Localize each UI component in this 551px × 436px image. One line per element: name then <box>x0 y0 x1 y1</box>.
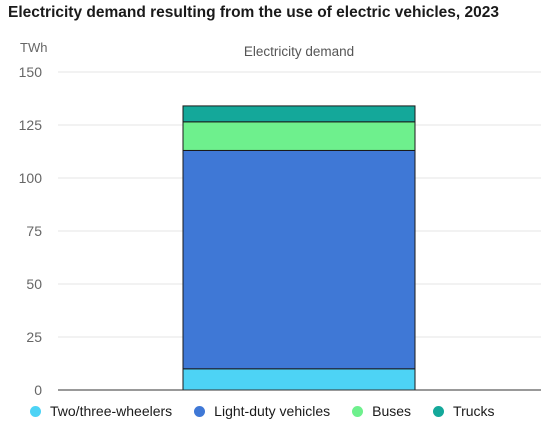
y-axis-label: TWh <box>20 40 47 55</box>
category-label: Electricity demand <box>244 44 354 59</box>
y-tick-label-125: 125 <box>19 117 43 133</box>
chart-title: Electricity demand resulting from the us… <box>8 4 500 21</box>
bar-segment-buses[interactable] <box>182 121 416 151</box>
legend-item-two-three-wheelers[interactable]: Two/three-wheelers <box>30 403 172 419</box>
y-tick-label-50: 50 <box>26 276 42 292</box>
chart-plot-area: 0 25 50 75 100 125 150 TWh Electricity demand <box>19 40 541 398</box>
y-tick-label-0: 0 <box>34 382 42 398</box>
legend-swatch-light-duty-vehicles <box>194 405 206 417</box>
bar-segment-two-three-wheelers[interactable] <box>182 368 416 391</box>
legend-swatch-buses <box>352 405 364 417</box>
y-tick-label-75: 75 <box>26 223 42 239</box>
legend-swatch-trucks <box>433 405 445 417</box>
y-tick-label-25: 25 <box>26 329 42 345</box>
bar-segment-light-duty-vehicles[interactable] <box>182 149 416 370</box>
legend-label-two-three-wheelers: Two/three-wheelers <box>50 403 173 419</box>
legend-label-trucks: Trucks <box>453 403 495 419</box>
legend-label-buses: Buses <box>372 403 412 419</box>
legend-label-light-duty-vehicles: Light-duty vehicles <box>214 403 331 419</box>
legend-swatch-two-three-wheelers <box>30 405 41 417</box>
y-tick-label-150: 150 <box>19 64 43 80</box>
chart-legend: Two/three-wheelers Light-duty vehicles B… <box>30 403 517 419</box>
bar-segment-trucks[interactable] <box>182 105 416 123</box>
legend-item-buses[interactable]: Buses <box>352 403 411 419</box>
legend-item-light-duty-vehicles[interactable]: Light-duty vehicles <box>194 403 330 419</box>
legend-item-trucks[interactable]: Trucks <box>433 403 495 419</box>
y-tick-label-100: 100 <box>19 170 43 186</box>
